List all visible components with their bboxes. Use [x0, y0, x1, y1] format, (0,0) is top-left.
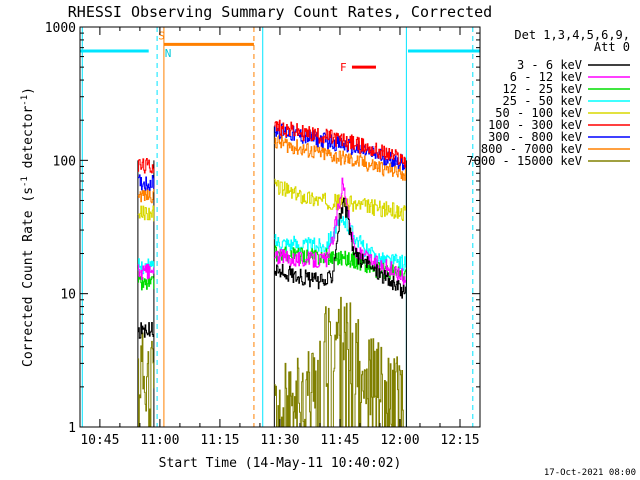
legend-label: 100 - 300 keV — [488, 118, 582, 132]
legend-header: Det 1,3,4,5,6,9, — [514, 28, 630, 42]
chart-title: RHESSI Observing Summary Count Rates, Co… — [68, 3, 492, 21]
series-line — [274, 214, 406, 271]
y-tick-label: 10 — [60, 288, 76, 303]
y-axis-label-sup: -1 — [20, 95, 30, 106]
plot-frame — [79, 26, 481, 428]
x-tick-label: 12:15 — [440, 433, 479, 448]
series-line — [274, 119, 406, 168]
y-axis-label-sup: -1 — [20, 176, 30, 187]
x-tick-label: 11:45 — [320, 433, 359, 448]
y-tick-label: 1 — [68, 421, 76, 436]
legend-label: 50 - 100 keV — [495, 106, 582, 120]
series-line — [137, 205, 155, 222]
legend-label: 300 - 800 keV — [488, 130, 582, 144]
legend-header: Att 0 — [594, 40, 630, 54]
x-tick-label: 11:30 — [260, 433, 299, 448]
legend-label: 12 - 25 keV — [503, 82, 582, 96]
y-tick-label: 100 — [53, 154, 76, 169]
series-line — [274, 177, 406, 285]
series-line — [274, 197, 406, 299]
axis-layer: 1 10 100 1000 10:45 11:00 11:15 11:30 11:45 12:00… — [45, 21, 481, 448]
x-tick-label: 12:00 — [380, 433, 419, 448]
x-tick-label: 10:45 — [80, 433, 119, 448]
legend-label: 3 - 6 keV — [517, 58, 582, 72]
legend-label: 25 - 50 keV — [503, 94, 582, 108]
status-bar-label: N — [165, 47, 172, 60]
y-axis-label: Corrected Count Rate (s-1 detector-1) — [20, 87, 36, 367]
footer-date: 17-Oct-2021 08:00 — [544, 468, 636, 478]
status-bar-label: S — [158, 30, 165, 43]
series-line — [137, 158, 155, 174]
legend-label: 800 - 7000 keV — [481, 142, 582, 156]
y-axis-label-end: ) — [21, 87, 36, 95]
series-line — [274, 296, 406, 428]
y-axis-label-main: Corrected Count Rate (s — [21, 187, 36, 367]
y-tick-label: 1000 — [45, 21, 76, 36]
y-axis-label-mid: detector — [21, 106, 36, 177]
series-line — [137, 174, 155, 191]
legend-label: 7000 - 15000 keV — [466, 154, 582, 168]
series-line — [137, 263, 155, 280]
series-line — [137, 258, 155, 275]
status-bar-label: F — [340, 61, 347, 74]
legend-label: 6 - 12 keV — [510, 70, 582, 84]
x-tick-label: 11:15 — [200, 433, 239, 448]
x-axis-label: Start Time (14-May-11 10:40:02) — [159, 456, 402, 471]
series-line — [274, 134, 406, 181]
series-line — [137, 276, 155, 291]
data-layer: SN F — [80, 27, 480, 428]
series-line — [137, 322, 155, 339]
series-line — [137, 187, 155, 204]
series-line — [137, 332, 155, 428]
x-tick-label: 11:00 — [140, 433, 179, 448]
